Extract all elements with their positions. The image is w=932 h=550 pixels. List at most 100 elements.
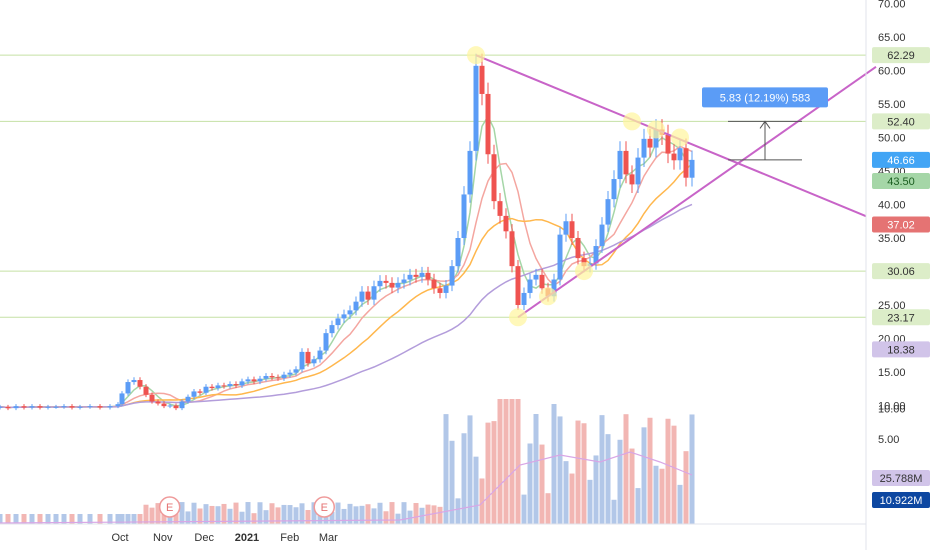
measure-label: 5.83 (12.19%) 583 [720,92,811,104]
candle-body [515,266,521,305]
volume-bar [683,451,689,524]
candle-body [227,384,233,387]
time-label: Feb [280,532,299,544]
volume-bar [665,418,671,524]
price-badge-bg [872,263,930,280]
time-label: Mar [319,532,338,544]
volume-bar [335,502,341,524]
candle-body [557,234,563,280]
candle-body [167,405,173,407]
volume-bar [557,416,563,524]
volume-bar [455,498,461,524]
price-badge-label: 23.17 [887,312,915,324]
price-tick-label: 5.00 [878,434,899,446]
volume-bar [515,399,521,524]
volume-bar [347,503,353,524]
volume-bar [581,423,587,524]
candle-body [209,386,215,389]
volume-bar [61,514,67,524]
candle-body [203,386,209,393]
volume-bar [485,422,491,524]
candle-body [617,150,623,180]
candle-body [413,274,419,277]
price-badge-label: 43.50 [887,176,915,188]
candle-body [635,157,641,185]
volume-bar [527,443,533,524]
candle-body [401,279,407,283]
volume-bar [161,510,167,524]
volume-bar [287,505,293,524]
volume-bar [359,505,365,524]
candle-body [239,381,245,386]
volume-bar [115,514,121,524]
candle-body [115,404,121,407]
price-badge-label: 18.38 [887,344,915,356]
candle-body [503,215,509,232]
earnings-label: E [321,502,328,514]
volume-bar [629,448,635,524]
volume-bar [29,514,35,524]
moving-average-line-2 [0,163,693,409]
volume-bar [623,414,629,524]
candle-body [599,224,605,247]
candle-body [5,406,11,409]
price-badge-label: 30.06 [887,266,915,278]
candle-body [479,65,485,94]
candles[interactable] [0,53,695,411]
volume-bar [185,511,191,524]
volume-bar [305,510,311,524]
candle-body [287,372,293,375]
volume-bar [353,506,359,524]
candle-body [611,179,617,200]
volume-bar [371,508,377,524]
volume-bar [521,494,527,524]
price-tick-label: 15.00 [878,367,906,379]
time-axis[interactable]: Oct Nov Dec 2021 Feb Mar [0,523,866,544]
candle-body [269,376,275,378]
volume-bar [215,506,221,524]
earnings-label: E [166,502,173,514]
volume-bar [587,479,593,524]
candle-body [347,310,353,315]
volume-bar [299,503,305,524]
pivot-highlight [671,128,689,147]
price-badge-bg [872,47,930,64]
volume-bar [107,514,113,524]
pivot-highlight [509,308,527,327]
volume-bar [677,484,683,524]
candle-body [491,154,497,202]
candle-body [221,385,227,387]
measurement-tool[interactable]: 5.83 (12.19%) 583 [702,87,828,161]
volume-bar [275,507,281,524]
candle-body [371,286,377,300]
measure-arrow-icon [759,120,771,129]
price-badge-label: 25.788M [880,473,923,485]
price-badge-bg [872,173,930,190]
candle-body [53,406,59,408]
candle-body [323,333,329,351]
volume-bar [77,514,83,524]
volume-bar [407,510,413,524]
candle-body [119,393,125,405]
volume-bar [635,488,641,524]
pivot-highlight [647,120,665,139]
volume-bar [5,514,11,524]
price-tick-label: 60.00 [878,66,906,78]
price-badges: 62.29 52.40 46.66 43.50 37.02 30.06 23.17 18.38… [872,47,930,508]
candle-body [353,301,359,311]
volume-bar [365,504,371,524]
candle-body [233,384,239,386]
volume-average-line [0,451,693,524]
volume-bar [97,514,103,524]
time-label: 2021 [235,532,259,544]
pivot-highlight [539,287,557,306]
candle-body [689,159,695,178]
price-tick-label: 70.00 [878,0,906,11]
volume-bar [641,427,647,524]
candle-body [467,150,473,195]
volume-bar [21,514,27,524]
candle-body [335,318,341,326]
volume-bar [329,511,335,524]
